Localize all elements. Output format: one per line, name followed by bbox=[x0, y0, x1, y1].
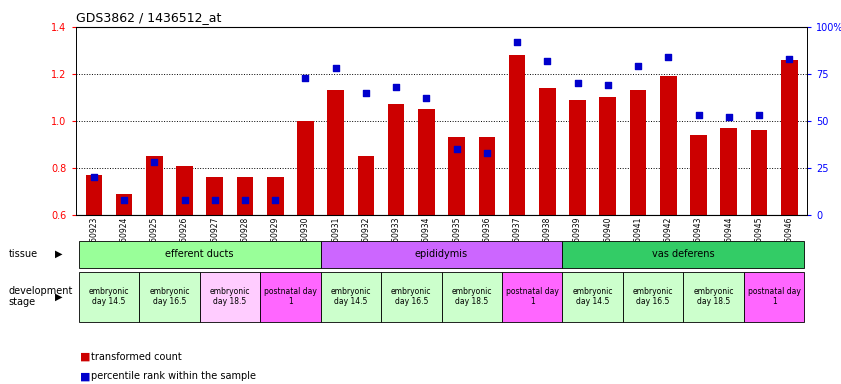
Point bbox=[662, 54, 675, 60]
Bar bbox=[327, 90, 344, 215]
Point bbox=[208, 197, 221, 203]
Point bbox=[299, 74, 312, 81]
FancyBboxPatch shape bbox=[139, 272, 199, 321]
Bar bbox=[116, 194, 132, 215]
Bar bbox=[690, 135, 706, 215]
Point bbox=[632, 63, 645, 70]
Bar bbox=[781, 60, 797, 215]
Text: ▶: ▶ bbox=[55, 291, 62, 301]
Text: vas deferens: vas deferens bbox=[652, 249, 715, 260]
Point bbox=[450, 146, 463, 152]
Point bbox=[389, 84, 403, 90]
Text: embryonic
day 18.5: embryonic day 18.5 bbox=[693, 287, 734, 306]
Text: ■: ■ bbox=[80, 352, 90, 362]
Text: embryonic
day 14.5: embryonic day 14.5 bbox=[573, 287, 613, 306]
Bar bbox=[357, 156, 374, 215]
FancyBboxPatch shape bbox=[381, 272, 442, 321]
Text: embryonic
day 14.5: embryonic day 14.5 bbox=[88, 287, 130, 306]
Point bbox=[147, 159, 161, 166]
Point bbox=[268, 197, 282, 203]
Bar bbox=[660, 76, 677, 215]
Point bbox=[752, 112, 765, 118]
Bar bbox=[418, 109, 435, 215]
Bar bbox=[146, 156, 162, 215]
Text: ▶: ▶ bbox=[55, 249, 62, 259]
Bar bbox=[297, 121, 314, 215]
Point bbox=[329, 65, 342, 71]
Text: postnatal day
1: postnatal day 1 bbox=[748, 287, 801, 306]
Text: development
stage: development stage bbox=[8, 286, 73, 307]
Bar bbox=[569, 100, 586, 215]
Point bbox=[510, 39, 524, 45]
Bar bbox=[509, 55, 526, 215]
Text: embryonic
day 18.5: embryonic day 18.5 bbox=[452, 287, 492, 306]
Text: embryonic
day 16.5: embryonic day 16.5 bbox=[391, 287, 431, 306]
FancyBboxPatch shape bbox=[320, 240, 563, 268]
Point bbox=[87, 174, 101, 180]
Bar bbox=[236, 177, 253, 215]
Point bbox=[420, 95, 433, 101]
Bar bbox=[177, 166, 193, 215]
Point bbox=[541, 58, 554, 64]
Text: epididymis: epididymis bbox=[415, 249, 468, 260]
FancyBboxPatch shape bbox=[79, 272, 139, 321]
Bar bbox=[721, 128, 737, 215]
Text: ■: ■ bbox=[80, 371, 90, 381]
Text: embryonic
day 14.5: embryonic day 14.5 bbox=[331, 287, 371, 306]
Point bbox=[238, 197, 251, 203]
Text: embryonic
day 18.5: embryonic day 18.5 bbox=[209, 287, 250, 306]
Text: tissue: tissue bbox=[8, 249, 38, 259]
Point bbox=[177, 197, 191, 203]
Text: postnatal day
1: postnatal day 1 bbox=[505, 287, 558, 306]
FancyBboxPatch shape bbox=[260, 272, 320, 321]
Point bbox=[782, 56, 796, 62]
Point bbox=[601, 82, 615, 88]
FancyBboxPatch shape bbox=[684, 272, 744, 321]
Bar bbox=[206, 177, 223, 215]
Text: efferent ducts: efferent ducts bbox=[166, 249, 234, 260]
Point bbox=[571, 80, 584, 86]
Text: embryonic
day 16.5: embryonic day 16.5 bbox=[633, 287, 674, 306]
FancyBboxPatch shape bbox=[79, 240, 320, 268]
FancyBboxPatch shape bbox=[320, 272, 381, 321]
Text: transformed count: transformed count bbox=[91, 352, 182, 362]
Bar bbox=[267, 177, 283, 215]
Bar bbox=[630, 90, 647, 215]
Point bbox=[118, 197, 131, 203]
Point bbox=[480, 150, 494, 156]
Point bbox=[722, 114, 736, 120]
FancyBboxPatch shape bbox=[502, 272, 563, 321]
Text: embryonic
day 16.5: embryonic day 16.5 bbox=[149, 287, 190, 306]
Bar bbox=[600, 98, 616, 215]
Point bbox=[359, 90, 373, 96]
FancyBboxPatch shape bbox=[199, 272, 260, 321]
Text: percentile rank within the sample: percentile rank within the sample bbox=[91, 371, 256, 381]
Point bbox=[692, 112, 706, 118]
FancyBboxPatch shape bbox=[563, 240, 804, 268]
FancyBboxPatch shape bbox=[623, 272, 684, 321]
Text: GDS3862 / 1436512_at: GDS3862 / 1436512_at bbox=[76, 11, 221, 24]
Bar bbox=[86, 175, 102, 215]
Bar bbox=[751, 131, 767, 215]
Bar bbox=[479, 137, 495, 215]
Bar bbox=[448, 137, 465, 215]
Bar bbox=[539, 88, 556, 215]
FancyBboxPatch shape bbox=[442, 272, 502, 321]
Text: postnatal day
1: postnatal day 1 bbox=[264, 287, 317, 306]
FancyBboxPatch shape bbox=[563, 272, 623, 321]
FancyBboxPatch shape bbox=[744, 272, 804, 321]
Bar bbox=[388, 104, 405, 215]
